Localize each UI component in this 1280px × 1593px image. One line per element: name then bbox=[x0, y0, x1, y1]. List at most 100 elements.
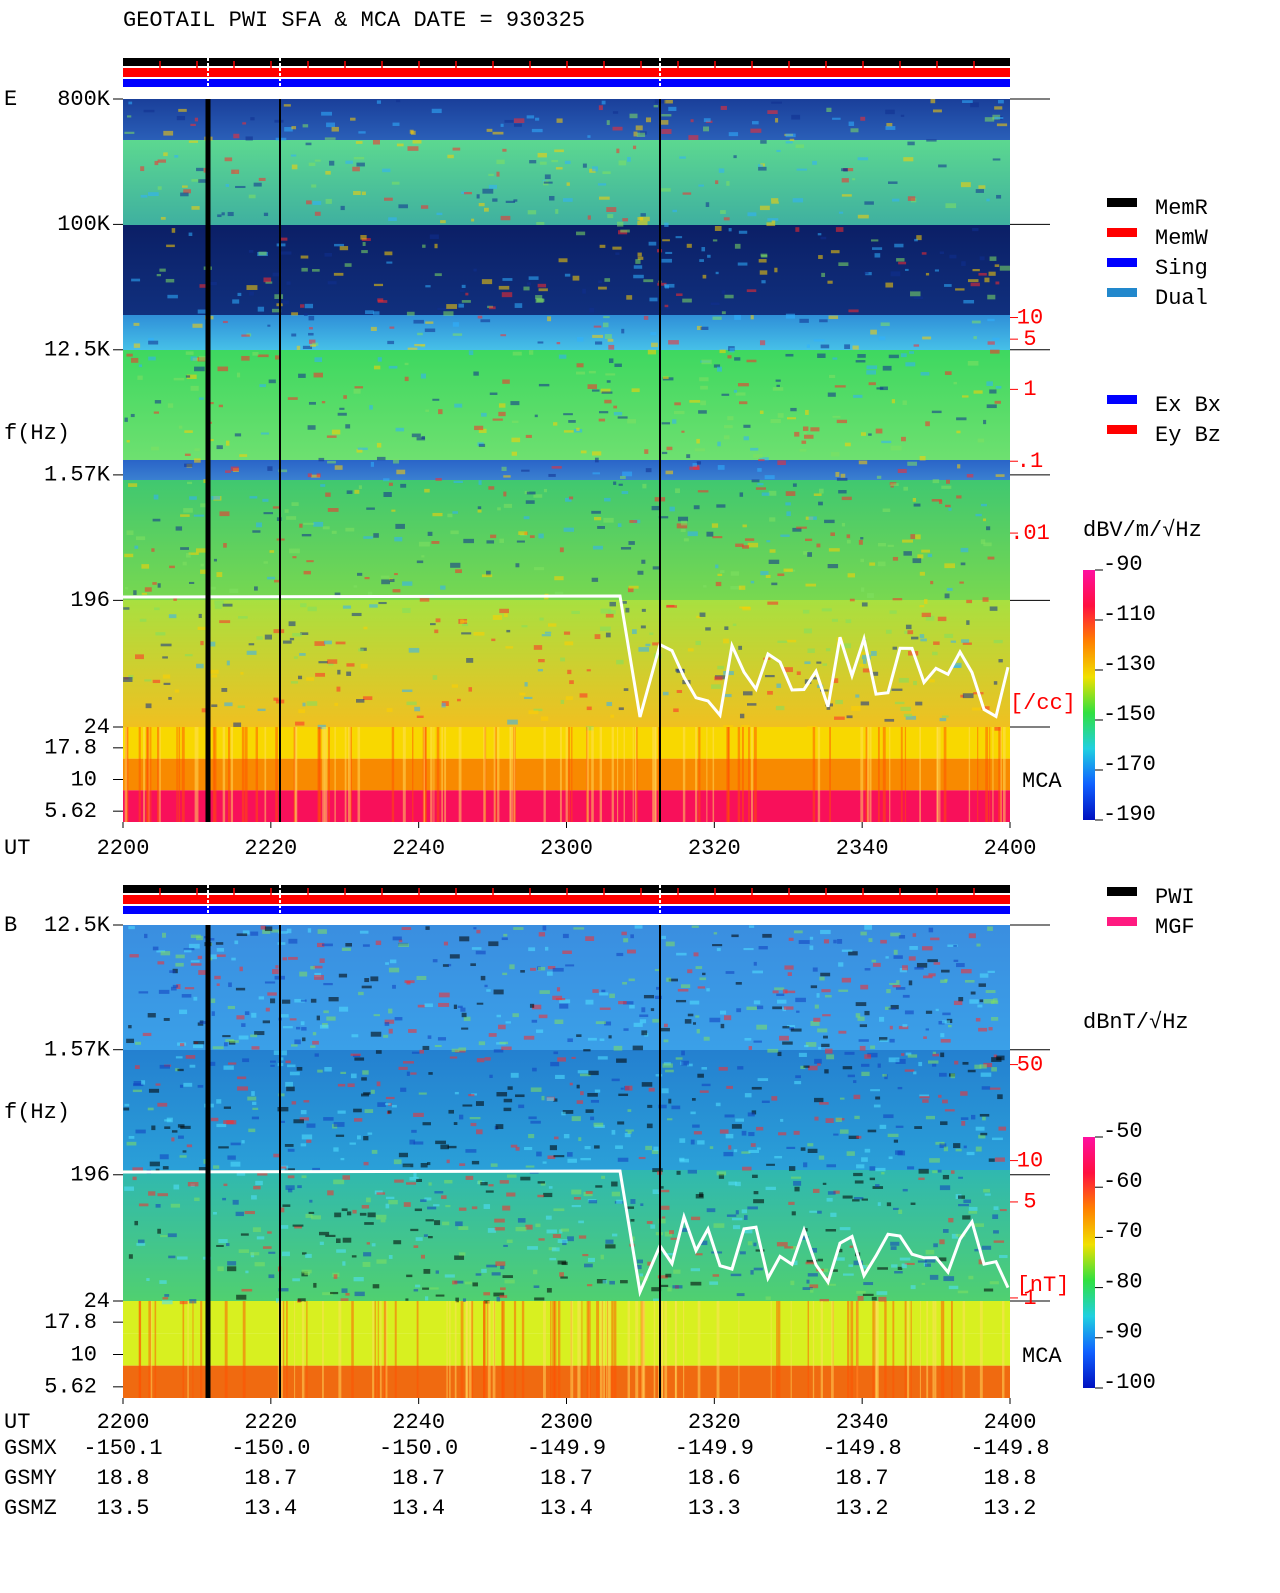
spectrogram-speckle bbox=[679, 1138, 686, 1143]
spectrogram-speckle bbox=[503, 1244, 508, 1247]
spectrogram-speckle bbox=[928, 927, 934, 933]
spectrogram-speckle bbox=[285, 1081, 293, 1087]
spectrogram-speckle bbox=[413, 1173, 417, 1178]
spectrogram-speckle bbox=[184, 430, 193, 433]
spectrogram-speckle bbox=[427, 1206, 437, 1210]
spectrogram-speckle bbox=[825, 1048, 833, 1054]
spectrogram-speckle bbox=[940, 1039, 951, 1043]
spectrogram-speckle bbox=[890, 271, 901, 277]
spectrogram-speckle bbox=[904, 1069, 915, 1072]
spectrogram-speckle bbox=[361, 985, 372, 989]
spectrogram-speckle bbox=[830, 1212, 837, 1217]
spectrogram-speckle bbox=[382, 168, 391, 173]
spectrogram-speckle bbox=[491, 1272, 501, 1276]
spectrogram-speckle bbox=[452, 147, 461, 151]
spectrogram-speckle bbox=[453, 1122, 458, 1125]
mca-streak bbox=[820, 1301, 823, 1398]
spectrogram-speckle bbox=[317, 724, 326, 730]
spectrogram-speckle bbox=[252, 530, 261, 533]
spectrogram-speckle bbox=[974, 1248, 980, 1252]
spectrogram-speckle bbox=[716, 504, 726, 508]
spectrogram-speckle bbox=[346, 1211, 352, 1216]
spectrogram-speckle bbox=[461, 191, 467, 194]
spectrogram-speckle bbox=[228, 982, 232, 988]
spectrogram-speckle bbox=[796, 1010, 800, 1013]
spectrogram-speckle bbox=[987, 556, 995, 560]
spectrogram-speckle bbox=[892, 598, 903, 601]
spectrogram-speckle bbox=[313, 521, 324, 527]
mca-streak bbox=[664, 1301, 668, 1398]
spectrogram-speckle bbox=[291, 1101, 297, 1105]
spectrogram-speckle bbox=[738, 401, 748, 405]
mca-streak bbox=[926, 1301, 929, 1398]
spectrogram-speckle bbox=[604, 497, 611, 502]
spectrogram-speckle bbox=[306, 701, 318, 706]
spectrogram-speckle bbox=[889, 610, 897, 614]
spectrogram-speckle bbox=[742, 545, 750, 549]
mca-streak bbox=[306, 1301, 308, 1398]
spectrogram-speckle bbox=[835, 699, 843, 705]
spectrogram-speckle bbox=[236, 933, 248, 937]
legend-label: Sing bbox=[1155, 256, 1208, 281]
spectrogram-speckle bbox=[953, 959, 959, 962]
spectrogram-speckle bbox=[225, 184, 230, 187]
spectrogram-speckle bbox=[193, 1044, 204, 1049]
spectrogram-speckle bbox=[277, 942, 286, 945]
spectrogram-speckle bbox=[941, 1020, 950, 1024]
spectrogram-speckle bbox=[216, 572, 223, 578]
chart-title: GEOTAIL PWI SFA & MCA DATE = 930325 bbox=[123, 8, 585, 33]
spectrogram-speckle bbox=[318, 457, 325, 462]
spectrogram-speckle bbox=[124, 1186, 135, 1191]
spectrogram-speckle bbox=[803, 432, 807, 435]
spectrogram-speckle bbox=[761, 492, 770, 496]
spectrogram-speckle bbox=[960, 969, 972, 974]
spectrogram-speckle bbox=[241, 1288, 253, 1292]
spectrogram-speckle bbox=[676, 293, 683, 297]
spectrogram-speckle bbox=[818, 1155, 825, 1160]
mca-streak bbox=[635, 1301, 639, 1398]
spectrogram-speckle bbox=[793, 1180, 802, 1186]
spectrogram-speckle bbox=[525, 434, 532, 438]
mca-streak bbox=[502, 1301, 504, 1398]
spectrogram-speckle bbox=[235, 185, 246, 189]
spectrogram-speckle bbox=[352, 166, 360, 172]
spectrogram-speckle bbox=[809, 945, 814, 950]
mca-streak bbox=[712, 727, 715, 822]
spectrogram-speckle bbox=[851, 706, 861, 711]
spectrogram-speckle bbox=[186, 553, 191, 558]
spectrogram-speckle bbox=[198, 179, 207, 183]
spectrogram-speckle bbox=[402, 1163, 414, 1168]
spectrogram-speckle bbox=[955, 1148, 962, 1152]
mca-streak bbox=[513, 1301, 517, 1398]
spectrogram-speckle bbox=[950, 1073, 956, 1079]
spectrogram-speckle bbox=[925, 421, 930, 427]
spectrogram-speckle bbox=[159, 268, 166, 272]
spectrogram-speckle bbox=[699, 1192, 704, 1198]
spectrogram-speckle bbox=[974, 1064, 982, 1069]
spectrogram-speckle bbox=[765, 574, 771, 578]
spectrogram-speckle bbox=[880, 322, 890, 327]
spectrogram-speckle bbox=[415, 1284, 421, 1288]
spectrogram-speckle bbox=[970, 991, 976, 995]
spectrogram-speckle bbox=[923, 1036, 927, 1039]
spectrogram-speckle bbox=[400, 1087, 407, 1092]
spectrogram-speckle bbox=[718, 168, 725, 173]
spectrogram-speckle bbox=[957, 464, 961, 469]
mca-channel-label: 17.8 bbox=[44, 736, 97, 761]
spectrogram-speckle bbox=[214, 975, 221, 980]
spectrogram-speckle bbox=[942, 1012, 951, 1016]
spectrogram-speckle bbox=[819, 1268, 828, 1273]
spectrogram-speckle bbox=[670, 1237, 680, 1240]
spectrogram-speckle bbox=[845, 619, 852, 624]
spectrogram-speckle bbox=[902, 539, 913, 543]
spectrogram-speckle bbox=[425, 321, 434, 324]
spectrogram-speckle bbox=[962, 1215, 971, 1220]
y-tick-label: 12.5K bbox=[44, 913, 111, 938]
spectrogram-speckle bbox=[424, 1197, 432, 1201]
spectrogram-speckle bbox=[342, 1237, 352, 1243]
spectrogram-speckle bbox=[353, 1277, 364, 1282]
x-tick-label: 2240 bbox=[392, 836, 445, 861]
spectrogram-speckle bbox=[777, 573, 785, 577]
spectrogram-speckle bbox=[184, 463, 193, 467]
spectrogram-speckle bbox=[308, 401, 316, 405]
